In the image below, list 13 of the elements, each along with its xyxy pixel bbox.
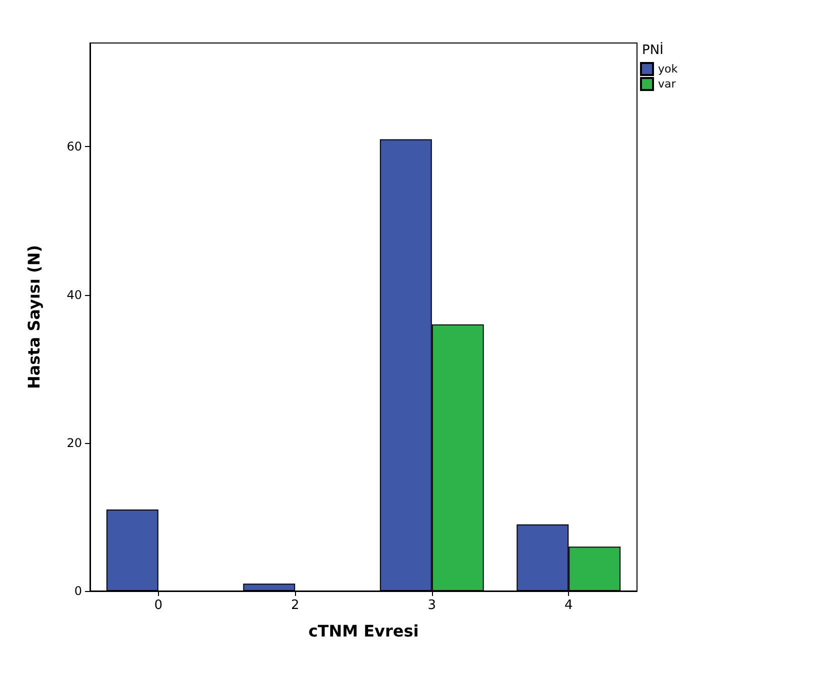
y-tick-label: 60 — [66, 140, 82, 154]
y-tick-label: 20 — [66, 436, 82, 450]
legend-label: var — [658, 78, 676, 90]
legend-label: yok — [658, 62, 678, 76]
y-tick-label: 40 — [66, 288, 82, 302]
x-axis-title: cTNM Evresi — [308, 622, 419, 640]
y-axis-title: Hasta Sayısı (N) — [24, 244, 44, 390]
x-tick-label: 2 — [290, 598, 300, 613]
x-tick-label: 3 — [428, 598, 436, 613]
legend-title: PNİ — [642, 42, 664, 58]
x-tick-label: 0 — [154, 598, 163, 613]
y-tick-label: 0 — [74, 584, 82, 598]
x-tick-label: 4 — [564, 598, 573, 613]
